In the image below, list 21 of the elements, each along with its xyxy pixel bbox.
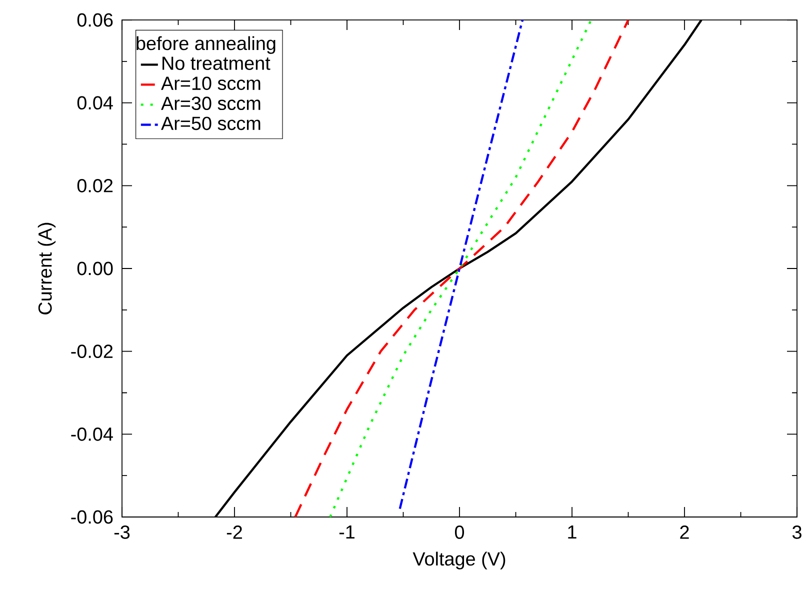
y-tick-label: 0.04 <box>77 96 113 110</box>
x-axis-title: Voltage (V) <box>412 552 506 570</box>
y-tick-label: -0.04 <box>71 427 113 441</box>
x-tick-label: 3 <box>792 526 802 539</box>
x-tick-label: 2 <box>680 526 689 539</box>
y-tick-label: -0.06 <box>71 510 113 524</box>
x-tick-label: 1 <box>568 526 576 539</box>
y-tick-label: 0.02 <box>77 178 113 192</box>
y-tick-label: 0.06 <box>77 13 113 27</box>
legend-label: No treatment <box>162 56 270 70</box>
legend-label: Ar=30 sccm <box>161 96 260 110</box>
legend-label: Ar=10 sccm <box>161 76 260 90</box>
y-axis-title: Current (A) <box>38 222 56 314</box>
x-tick-label: -2 <box>226 526 242 539</box>
legend-title: before annealing <box>136 36 276 54</box>
x-tick-label: -3 <box>114 526 130 539</box>
y-tick-label: 0.00 <box>77 262 113 276</box>
legend-label: Ar=50 sccm <box>161 116 260 130</box>
y-tick-label: -0.02 <box>71 344 113 358</box>
x-tick-label: -1 <box>339 526 354 539</box>
x-tick-label: 0 <box>454 526 464 539</box>
